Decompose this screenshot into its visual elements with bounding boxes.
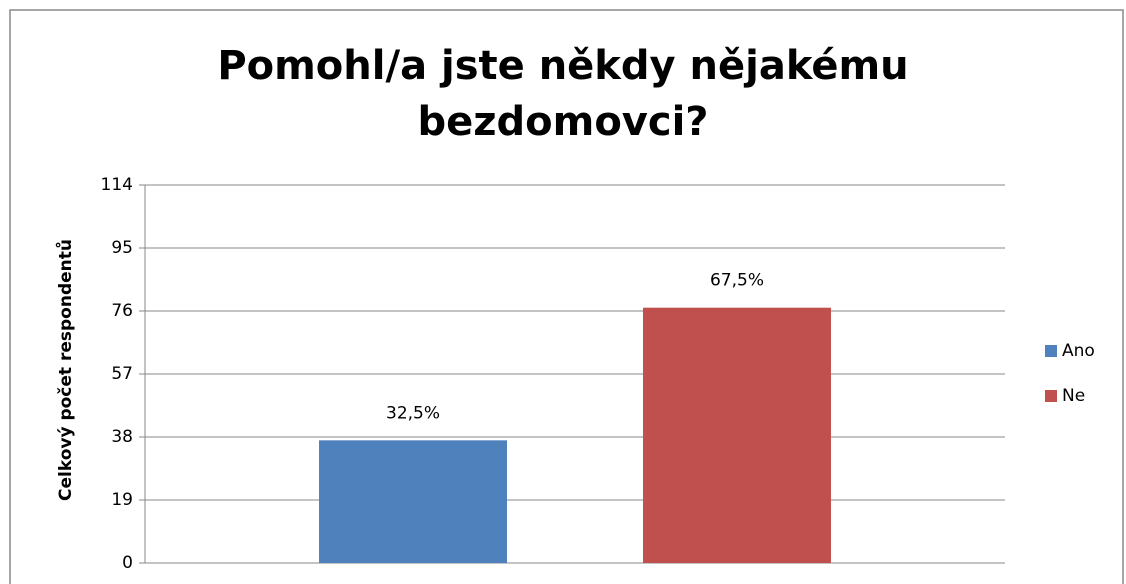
legend-swatch [1045, 390, 1057, 402]
y-tick-label: 0 [122, 553, 133, 573]
y-tick-label: 95 [111, 238, 133, 258]
legend-swatch [1045, 345, 1057, 357]
legend-label: Ne [1062, 386, 1085, 406]
y-tick-label: 114 [101, 175, 133, 195]
bar [642, 307, 831, 563]
y-axis-label: Celkový počet respondentů [54, 239, 76, 501]
data-label: 32,5% [386, 403, 440, 423]
y-tick-label: 76 [111, 301, 133, 321]
legend-label: Ano [1062, 341, 1095, 361]
bar [319, 440, 508, 563]
chart-border [9, 9, 1124, 584]
chart-title: Pomohl/a jste někdy nějakému bezdomovci? [217, 43, 909, 145]
y-tick-label: 19 [111, 490, 133, 510]
data-label: 67,5% [710, 271, 764, 291]
y-tick-label: 57 [111, 364, 133, 384]
y-tick-label: 38 [111, 427, 133, 447]
